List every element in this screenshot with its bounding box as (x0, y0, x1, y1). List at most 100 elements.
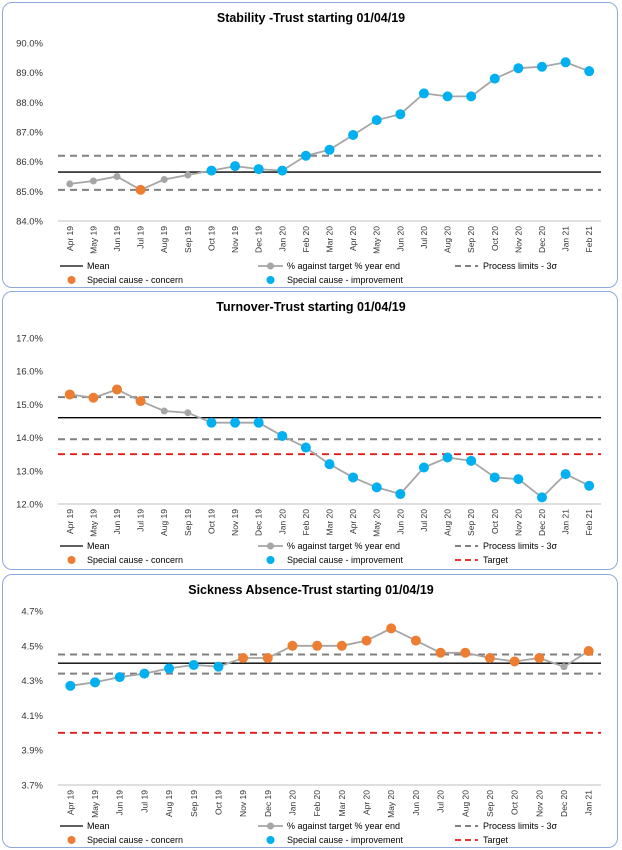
y-tick-label: 17.0% (16, 334, 43, 345)
legend-label-concern: Special cause - concern (87, 555, 183, 565)
data-point-improvement (253, 417, 264, 428)
x-tick-label: Nov 20 (534, 790, 544, 817)
x-tick-label: Nov 19 (230, 509, 240, 536)
data-point-improvement (536, 61, 547, 72)
data-point-improvement (300, 442, 311, 453)
x-tick-label: Jan 20 (277, 509, 287, 535)
x-tick-label: Apr 20 (348, 226, 358, 251)
data-point-improvement (114, 672, 125, 683)
x-tick-label: Dec 19 (263, 790, 273, 817)
data-point-improvement (348, 129, 359, 140)
y-tick-label: 4.3% (21, 676, 43, 687)
legend-label-series: % against target % year end (287, 261, 400, 271)
x-tick-label: Sep 19 (183, 226, 193, 253)
x-tick-label: Sep 19 (183, 509, 193, 536)
data-point-improvement (442, 91, 453, 102)
legend-label-improvement: Special cause - improvement (287, 555, 404, 565)
data-point (184, 171, 192, 179)
x-tick-label: Jan 21 (584, 790, 594, 816)
data-point-improvement (324, 144, 335, 155)
data-point-improvement (536, 492, 547, 503)
legend-label-limits: Process limits - 3σ (483, 541, 558, 551)
stability-chart: Stability -Trust starting 01/04/19 84.0% 8… (16, 11, 601, 285)
data-point-improvement (371, 482, 382, 493)
sickness-absence-chart-panel: Sickness Absence-Trust starting 01/04/19… (2, 574, 618, 848)
y-tick-label: 13.0% (16, 466, 43, 477)
legend-label-mean: Mean (87, 541, 110, 551)
x-tick-label: Apr 20 (362, 790, 372, 815)
data-point (160, 407, 168, 415)
y-tick-label: 15.0% (16, 400, 43, 411)
data-point-improvement (90, 677, 101, 688)
data-point-concern (135, 396, 146, 407)
data-point-improvement (164, 663, 175, 674)
x-tick-label: Oct 20 (490, 226, 500, 251)
series-line (69, 388, 590, 499)
y-tick-label: 3.9% (21, 746, 43, 757)
data-point-concern (238, 652, 249, 663)
x-tick-label: May 20 (372, 226, 382, 254)
legend-label-improvement: Special cause - improvement (287, 835, 404, 845)
data-point (113, 173, 121, 180)
data-point-improvement (277, 430, 288, 441)
x-tick-label: Mar 20 (337, 790, 347, 817)
data-point (89, 177, 97, 185)
x-tick-label: Oct 19 (206, 509, 216, 534)
x-tick-label: Oct 20 (510, 790, 520, 815)
data-point-improvement (371, 115, 382, 126)
legend-concern-swatch (67, 836, 76, 844)
data-point-concern (534, 652, 545, 663)
data-point-improvement (253, 164, 264, 175)
data-point-improvement (324, 459, 335, 470)
x-tick-label: May 19 (88, 509, 98, 537)
x-tick-label: Sep 20 (466, 226, 476, 253)
y-tick-label: 89.0% (16, 68, 43, 79)
legend-improvement-swatch (266, 556, 275, 564)
legend-label-target: Target (483, 555, 509, 565)
data-point-improvement (489, 73, 500, 84)
x-tick-label: Nov 20 (513, 226, 523, 253)
data-point-concern (64, 389, 75, 400)
y-tick-label: 3.7% (21, 781, 43, 792)
x-tick-label: Aug 20 (443, 509, 453, 536)
x-tick-label: Dec 19 (254, 509, 264, 536)
x-tick-label: Mar 20 (325, 509, 335, 536)
legend-label-concern: Special cause - concern (87, 275, 183, 285)
legend-series-swatch-dot (267, 542, 274, 550)
x-tick-label: Nov 19 (238, 790, 248, 817)
sickness-absence-chart: Sickness Absence-Trust starting 01/04/19… (21, 583, 601, 845)
x-tick-label: Jul 19 (139, 790, 149, 813)
legend-label-concern: Special cause - concern (87, 835, 183, 845)
x-tick-label: Jan 20 (277, 226, 287, 252)
x-tick-label: May 20 (386, 790, 396, 818)
x-tick-label: Feb 20 (312, 790, 322, 817)
x-tick-label: May 19 (90, 790, 100, 818)
legend-concern-swatch (67, 556, 76, 564)
x-tick-label: Feb 20 (301, 509, 311, 536)
x-tick-label: Aug 19 (159, 509, 169, 536)
data-point-improvement (584, 66, 595, 77)
y-tick-label: 14.0% (16, 433, 43, 444)
data-point-concern (509, 656, 520, 667)
y-tick-label: 4.1% (21, 711, 43, 722)
data-point-concern (312, 640, 323, 651)
x-tick-label: Feb 21 (584, 226, 594, 253)
data-point-concern (361, 635, 372, 646)
x-tick-label: Jul 20 (419, 226, 429, 249)
x-tick-label: Jul 20 (436, 790, 446, 813)
data-point-concern (460, 647, 471, 658)
data-point-improvement (348, 472, 359, 483)
data-point-improvement (418, 88, 429, 99)
x-tick-label: Aug 20 (460, 790, 470, 817)
legend-series-swatch-dot (267, 822, 274, 830)
data-point-concern (262, 652, 273, 663)
x-tick-label: Jul 20 (419, 509, 429, 532)
y-tick-label: 85.0% (16, 187, 43, 198)
data-point-concern (135, 184, 146, 195)
data-point-improvement (188, 659, 199, 670)
data-point-concern (287, 640, 298, 651)
legend-series-swatch-dot (267, 262, 274, 270)
y-tick-label: 87.0% (16, 128, 43, 139)
legend-improvement-swatch (266, 836, 275, 844)
x-tick-label: Oct 19 (213, 790, 223, 815)
